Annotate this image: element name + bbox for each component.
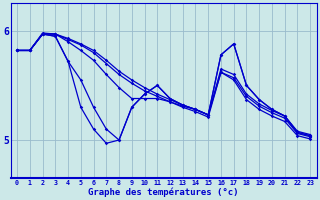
- X-axis label: Graphe des températures (°c): Graphe des températures (°c): [88, 187, 239, 197]
